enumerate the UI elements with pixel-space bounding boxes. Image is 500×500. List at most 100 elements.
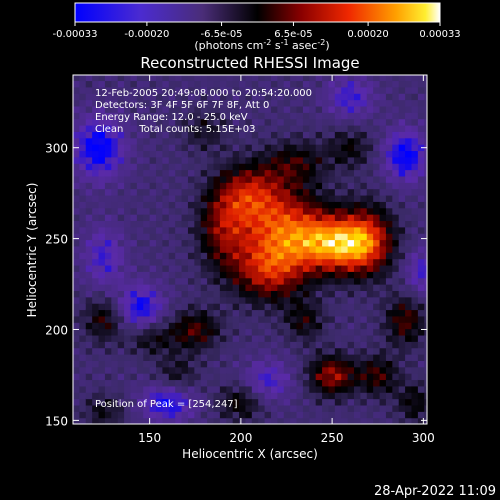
heatmap-cell (232, 169, 240, 177)
heatmap-cell (302, 86, 310, 94)
heatmap-cell (379, 258, 387, 266)
heatmap-cell (245, 163, 253, 171)
heatmap-cell (168, 392, 176, 400)
heatmap-cell (392, 163, 400, 171)
heatmap-cell (322, 93, 330, 101)
heatmap-cell (251, 258, 259, 266)
heatmap-cell (143, 322, 151, 330)
heatmap-cell (156, 404, 164, 412)
heatmap-cell (143, 296, 151, 304)
heatmap-cell (341, 398, 349, 406)
heatmap-cell (98, 392, 106, 400)
heatmap-cell (85, 322, 93, 330)
heatmap-cell (200, 392, 208, 400)
heatmap-cell (398, 131, 406, 139)
heatmap-cell (315, 124, 323, 132)
heatmap-cell (264, 264, 272, 272)
heatmap-cell (373, 226, 381, 234)
heatmap-cell (302, 182, 310, 190)
heatmap-cell (156, 169, 164, 177)
heatmap-cell (124, 404, 132, 412)
heatmap-cell (264, 144, 272, 152)
heatmap-cell (411, 207, 419, 215)
heatmap-cell (296, 385, 304, 393)
heatmap-cell (424, 220, 427, 228)
heatmap-cell (283, 284, 291, 291)
heatmap-cell (239, 182, 247, 190)
heatmap-cell (258, 315, 266, 323)
heatmap-cell (149, 385, 157, 393)
heatmap-cell (219, 334, 227, 342)
heatmap-cell (341, 417, 349, 424)
heatmap-cell (143, 150, 151, 158)
heatmap-cell (411, 80, 419, 88)
heatmap-cell (104, 392, 112, 400)
heatmap-cell (328, 194, 336, 202)
heatmap-cell (334, 233, 342, 241)
heatmap-cell (245, 417, 253, 424)
heatmap-cell (92, 75, 100, 82)
heatmap-cell (124, 284, 132, 291)
heatmap-cell (111, 334, 119, 342)
heatmap-cell (187, 112, 195, 120)
heatmap-cell (347, 245, 355, 253)
heatmap-cell (130, 112, 138, 120)
heatmap-cell (360, 156, 368, 164)
heatmap-cell (175, 334, 183, 342)
heatmap-cell (347, 322, 355, 330)
heatmap-cell (290, 112, 298, 120)
heatmap-cell (79, 163, 87, 171)
heatmap-cell (366, 233, 374, 241)
heatmap-cell (315, 131, 323, 139)
heatmap-cell (156, 105, 164, 113)
heatmap-cell (347, 385, 355, 393)
heatmap-cell (296, 93, 304, 101)
heatmap-cell (187, 75, 195, 82)
heatmap-cell (251, 124, 259, 132)
heatmap-cell (417, 124, 425, 132)
heatmap-cell (79, 99, 87, 107)
heatmap-cell (354, 404, 361, 412)
heatmap-cell (104, 373, 112, 381)
heatmap-cell (245, 341, 253, 349)
heatmap-cell (309, 417, 317, 424)
heatmap-cell (92, 264, 100, 272)
heatmap-cell (200, 175, 208, 183)
heatmap-cell (92, 156, 100, 164)
heatmap-cell (117, 379, 125, 387)
heatmap-cell (328, 303, 336, 311)
heatmap-cell (354, 271, 361, 279)
heatmap-cell (117, 137, 125, 145)
heatmap-cell (162, 360, 170, 368)
heatmap-cell (277, 354, 285, 361)
heatmap-cell (398, 303, 406, 311)
heatmap-cell (302, 201, 310, 209)
heatmap-cell (405, 373, 413, 381)
heatmap-cell (73, 296, 80, 304)
heatmap-cell (162, 75, 170, 82)
heatmap-cell (98, 328, 106, 336)
heatmap-cell (302, 296, 310, 304)
heatmap-cell (156, 277, 164, 285)
heatmap-cell (360, 264, 368, 272)
heatmap-cell (130, 75, 138, 82)
heatmap-cell (73, 131, 80, 139)
heatmap-cell (258, 118, 266, 126)
heatmap-cell (360, 366, 368, 374)
heatmap-cell (194, 290, 202, 298)
heatmap-cell (398, 366, 406, 374)
heatmap-cell (251, 131, 259, 139)
heatmap-cell (104, 105, 112, 113)
heatmap-cell (251, 347, 259, 355)
heatmap-cell (85, 169, 93, 177)
heatmap-cell (92, 309, 100, 317)
heatmap-cell (200, 334, 208, 342)
heatmap-cell (181, 105, 189, 113)
heatmap-cell (334, 252, 342, 260)
heatmap-cell (302, 75, 310, 82)
heatmap-cell (411, 163, 419, 171)
heatmap-cell (130, 80, 138, 88)
heatmap-cell (417, 137, 425, 145)
heatmap-cell (79, 194, 87, 202)
heatmap-cell (315, 175, 323, 183)
